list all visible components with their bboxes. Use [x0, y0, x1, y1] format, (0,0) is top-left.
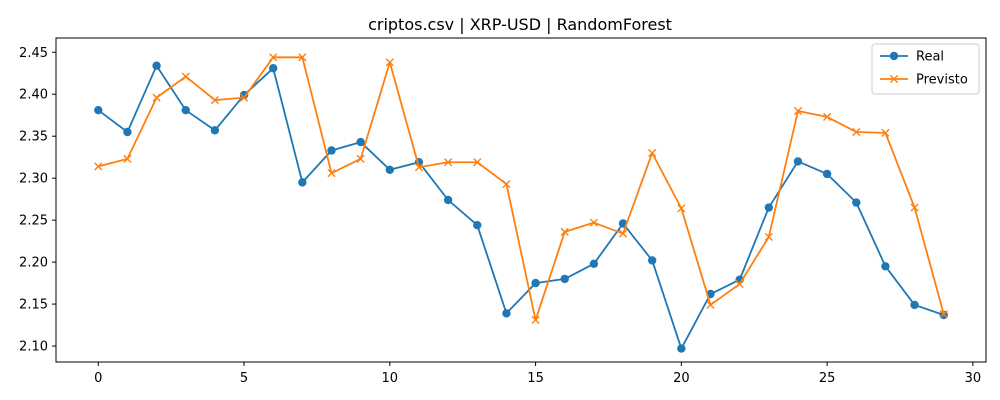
data-point-previsto — [181, 72, 190, 81]
data-point-real — [327, 146, 336, 155]
data-point-previsto — [648, 148, 657, 158]
data-point-previsto — [589, 218, 598, 227]
axes-frame — [55, 37, 987, 363]
data-point-real — [94, 105, 103, 115]
data-point-real — [793, 157, 803, 166]
legend-label-real: Real — [916, 50, 944, 65]
data-point-real — [764, 203, 774, 212]
data-point-previsto — [502, 179, 511, 189]
data-point-real — [210, 126, 220, 135]
data-point-previsto — [939, 310, 948, 319]
series-line-previsto — [98, 56, 945, 321]
series-line-real — [97, 64, 945, 350]
legend-marker-real — [889, 51, 899, 61]
data-point-previsto — [881, 128, 890, 137]
y-tick-label: 2.15 — [19, 298, 48, 313]
data-point-previsto — [910, 203, 919, 212]
data-point-previsto — [677, 204, 686, 213]
data-point-real — [473, 220, 482, 230]
data-point-previsto — [560, 227, 569, 236]
data-point-real — [647, 256, 657, 265]
x-tick-label: 15 — [527, 371, 544, 386]
data-point-previsto — [239, 93, 249, 102]
data-point-previsto — [210, 96, 219, 105]
plot-area — [94, 53, 948, 353]
data-point-previsto — [356, 154, 365, 163]
data-point-previsto — [444, 158, 453, 167]
legend-label-previsto: Previsto — [916, 73, 968, 88]
legend-marker-previsto — [889, 74, 899, 84]
data-point-real — [852, 198, 861, 207]
legend: Real Previsto — [871, 43, 980, 95]
data-point-previsto — [706, 300, 715, 310]
data-point-real — [123, 127, 132, 137]
data-point-real — [152, 61, 161, 70]
data-point-previsto — [152, 93, 161, 102]
data-point-real — [443, 195, 453, 205]
data-point-real — [181, 105, 190, 115]
chart-title: criptos.csv | XRP-USD | RandomForest — [368, 15, 672, 34]
y-tick-label: 2.45 — [19, 46, 48, 61]
x-tick-label: 20 — [673, 371, 690, 386]
data-point-real — [298, 178, 307, 187]
data-point-previsto — [414, 163, 424, 172]
data-point-previsto — [473, 158, 482, 167]
data-point-previsto — [618, 229, 628, 238]
y-tick-label: 2.40 — [19, 88, 48, 103]
y-tick-label: 2.10 — [19, 340, 48, 355]
y-tick-label: 2.20 — [19, 256, 48, 271]
data-point-previsto — [298, 53, 307, 62]
data-point-previsto — [531, 315, 540, 325]
data-point-previsto — [735, 279, 744, 289]
y-tick-label: 2.35 — [19, 130, 48, 145]
data-point-real — [822, 169, 832, 179]
x-tick-label: 30 — [965, 371, 982, 386]
data-point-previsto — [269, 53, 278, 62]
data-point-previsto — [385, 58, 394, 67]
data-point-real — [385, 165, 395, 174]
data-point-real — [560, 274, 569, 284]
y-tick-label: 2.25 — [19, 214, 48, 229]
data-point-previsto — [823, 112, 832, 121]
data-point-previsto — [793, 106, 803, 116]
x-tick-label: 25 — [819, 371, 836, 386]
y-tick-label: 2.30 — [19, 172, 48, 187]
x-tick-label: 5 — [240, 371, 248, 386]
data-point-real — [268, 64, 278, 73]
axes: 0 5 10 15 20 25 30 2.10 2.15 2.20 2.25 2.30 2.35 2.40… — [19, 37, 987, 386]
x-tick-label: 0 — [94, 371, 102, 386]
data-point-previsto — [123, 154, 132, 163]
data-point-real — [356, 137, 365, 147]
data-point-real — [502, 309, 511, 318]
data-point-real — [881, 262, 890, 271]
data-point-real — [677, 344, 686, 353]
data-point-previsto — [94, 162, 103, 171]
data-point-previsto — [764, 232, 773, 242]
data-point-previsto — [852, 127, 861, 137]
data-point-previsto — [327, 169, 336, 178]
data-point-real — [589, 259, 599, 268]
data-point-real — [531, 278, 540, 288]
x-tick-label: 10 — [382, 371, 399, 386]
data-point-real — [910, 300, 919, 310]
